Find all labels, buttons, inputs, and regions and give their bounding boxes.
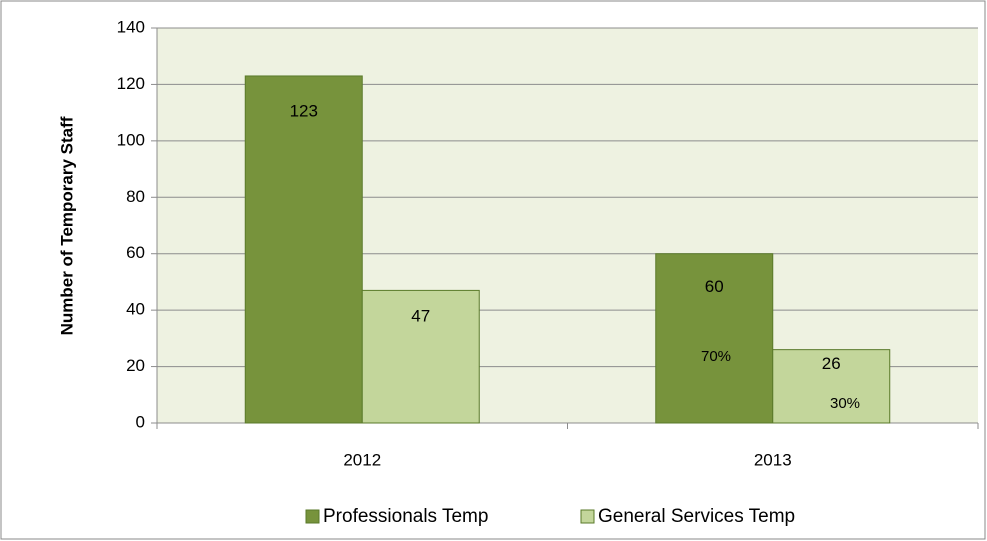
y-tick-label: 140 <box>117 17 145 36</box>
bar <box>655 253 774 424</box>
y-tick-label: 100 <box>117 130 145 149</box>
data-label: 47 <box>411 306 430 325</box>
x-tick-label: 2013 <box>754 450 792 469</box>
legend-label: Professionals Temp <box>323 506 488 527</box>
y-tick-label: 40 <box>126 300 145 319</box>
bar <box>244 75 363 424</box>
legend-swatch <box>580 509 595 524</box>
bar <box>361 289 480 424</box>
data-label: 26 <box>822 354 841 373</box>
y-tick-label: 0 <box>136 412 145 431</box>
y-tick-label: 120 <box>117 74 145 93</box>
legend-label: General Services Temp <box>598 506 795 527</box>
bar <box>772 349 891 424</box>
annotation: 70% <box>701 348 731 365</box>
data-label: 60 <box>705 277 724 296</box>
data-label: 123 <box>290 101 318 120</box>
annotation: 30% <box>830 395 860 412</box>
y-tick-label: 20 <box>126 356 145 375</box>
x-tick-label: 2012 <box>343 450 381 469</box>
y-tick-label: 80 <box>126 187 145 206</box>
y-axis-label: Number of Temporary Staff <box>57 116 76 335</box>
y-tick-label: 60 <box>126 243 145 262</box>
legend-swatch <box>305 509 320 524</box>
